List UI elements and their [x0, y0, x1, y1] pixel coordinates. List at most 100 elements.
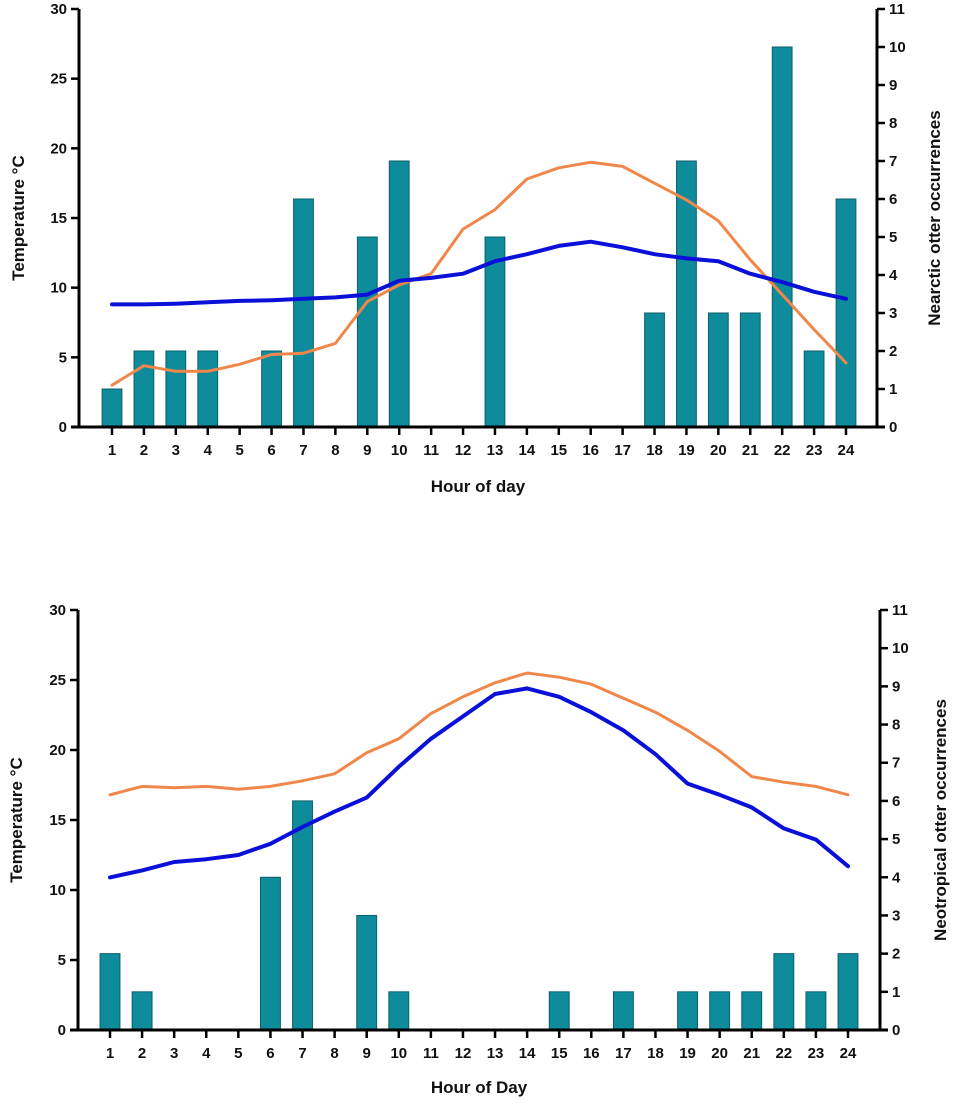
- bar-hour-9: [356, 236, 378, 428]
- bar-hour-7: [292, 800, 313, 1031]
- bar-hour-6: [261, 350, 282, 428]
- right-y-axis-title: Nearctic otter occurrences: [925, 110, 944, 325]
- left-y-tick-label: 25: [50, 71, 67, 88]
- right-y-tick-label: 10: [889, 39, 906, 56]
- bar-hour-20: [709, 991, 731, 1031]
- right-y-tick-label: 3: [889, 305, 897, 322]
- x-tick-label: 18: [647, 1045, 664, 1062]
- right-y-tick-label: 10: [892, 640, 909, 657]
- right-y-tick-label: 2: [892, 946, 900, 963]
- left-y-tick-label: 5: [58, 952, 66, 969]
- x-tick-label: 19: [678, 442, 695, 459]
- left-y-tick-label: 0: [58, 1022, 66, 1039]
- x-tick-label: 6: [267, 442, 275, 459]
- x-tick-label: 17: [614, 442, 631, 459]
- left-y-tick-label: 10: [50, 280, 67, 297]
- bar-hour-23: [805, 991, 827, 1031]
- bar-hour-17: [612, 991, 634, 1031]
- right-y-tick-label: 7: [892, 755, 900, 772]
- x-tick-label: 15: [550, 442, 567, 459]
- right-y-tick-label: 8: [889, 115, 897, 132]
- bar-hour-20: [707, 312, 729, 428]
- x-tick-label: 2: [140, 442, 148, 459]
- x-tick-label: 18: [646, 442, 663, 459]
- bar-hour-18: [644, 312, 665, 428]
- x-tick-label: 4: [202, 1045, 211, 1062]
- x-tick-label: 16: [583, 1045, 600, 1062]
- bar-hour-21: [741, 991, 763, 1031]
- left-y-tick-label: 20: [49, 742, 66, 759]
- x-tick-label: 1: [108, 442, 116, 459]
- left-y-tick-label: 5: [59, 349, 67, 366]
- x-tick-label: 7: [299, 442, 307, 459]
- x-tick-label: 14: [519, 1045, 536, 1062]
- bar-hour-2: [131, 991, 153, 1031]
- bar-hour-3: [165, 350, 187, 428]
- x-tick-label: 21: [742, 442, 759, 459]
- x-tick-label: 13: [487, 442, 504, 459]
- right-y-tick-label: 6: [892, 793, 900, 810]
- x-tick-label: 3: [170, 1045, 178, 1062]
- bar-hour-24: [837, 953, 859, 1031]
- right-y-tick-label: 9: [889, 77, 897, 94]
- left-y-axis-title: Temperature °C: [9, 155, 28, 281]
- x-tick-label: 4: [204, 442, 213, 459]
- right-y-tick-label: 8: [892, 717, 900, 734]
- bar-hour-10: [388, 160, 410, 428]
- blue-temperature-line: [108, 686, 850, 880]
- left-y-tick-label: 0: [59, 419, 67, 436]
- x-tick-label: 2: [138, 1045, 146, 1062]
- x-tick-label: 24: [838, 442, 855, 459]
- right-y-tick-label: 11: [889, 1, 905, 18]
- right-y-tick-label: 9: [892, 678, 900, 695]
- x-tick-label: 9: [363, 442, 371, 459]
- orange-temperature-line: [108, 671, 850, 797]
- right-y-tick-label: 6: [889, 191, 897, 208]
- x-tick-label: 11: [423, 1045, 439, 1062]
- x-tick-label: 12: [455, 442, 472, 459]
- bar-hour-22: [773, 953, 795, 1031]
- right-y-tick-label: 1: [889, 381, 897, 398]
- left-y-tick-label: 30: [50, 1, 67, 18]
- left-y-tick-label: 20: [50, 140, 67, 157]
- right-y-tick-label: 1: [892, 984, 900, 1001]
- bar-hour-1: [101, 388, 123, 428]
- x-tick-label: 21: [743, 1045, 760, 1062]
- right-y-tick-label: 2: [889, 343, 897, 360]
- x-tick-label: 10: [390, 1045, 407, 1062]
- bar-hour-23: [803, 350, 825, 428]
- bar-hour-9: [356, 914, 378, 1031]
- x-tick-label: 13: [487, 1045, 504, 1062]
- blue-temperature-line: [110, 239, 848, 307]
- x-tick-label: 8: [331, 442, 339, 459]
- left-y-axis-title: Temperature °C: [7, 757, 26, 883]
- x-tick-label: 5: [235, 442, 243, 459]
- x-tick-label: 6: [266, 1045, 274, 1062]
- x-axis-title: Hour of day: [431, 477, 526, 496]
- bar-hour-7: [293, 198, 314, 428]
- left-y-tick-label: 25: [49, 672, 66, 689]
- right-y-tick-label: 4: [892, 869, 901, 886]
- x-tick-label: 14: [519, 442, 536, 459]
- x-tick-label: 20: [710, 442, 727, 459]
- x-tick-label: 11: [423, 442, 439, 459]
- x-tick-label: 23: [806, 442, 823, 459]
- x-tick-label: 12: [455, 1045, 472, 1062]
- bar-hour-24: [835, 198, 857, 428]
- x-tick-label: 7: [298, 1045, 306, 1062]
- x-tick-label: 15: [551, 1045, 568, 1062]
- right-y-tick-label: 0: [889, 419, 897, 436]
- bar-hour-2: [133, 350, 155, 428]
- x-axis-title: Hour of Day: [431, 1078, 528, 1097]
- x-tick-label: 3: [172, 442, 180, 459]
- right-y-tick-label: 0: [892, 1022, 900, 1039]
- x-tick-label: 9: [363, 1045, 371, 1062]
- right-y-tick-label: 3: [892, 907, 900, 924]
- x-tick-label: 24: [840, 1045, 857, 1062]
- x-tick-label: 1: [106, 1045, 114, 1062]
- right-y-tick-label: 5: [892, 831, 900, 848]
- right-y-tick-label: 4: [889, 267, 898, 284]
